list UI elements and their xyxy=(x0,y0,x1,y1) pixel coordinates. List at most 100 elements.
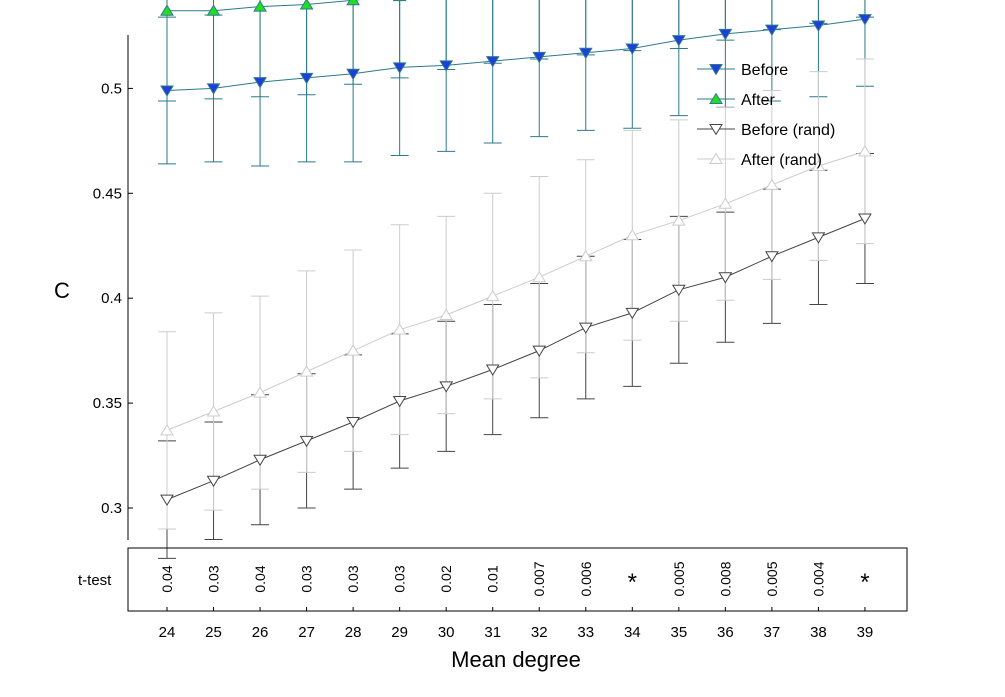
legend-marker xyxy=(709,64,723,76)
data-point xyxy=(346,416,361,429)
ttest-value: 0.008 xyxy=(717,561,733,596)
ttest-value: 0.03 xyxy=(206,565,222,592)
series-line xyxy=(166,150,866,431)
x-axis-title: Mean degree xyxy=(451,647,581,672)
series-3 xyxy=(160,144,872,436)
data-point xyxy=(160,494,174,506)
data-point xyxy=(671,35,686,47)
axes-layer: C 0.30.350.40.450.50.550.60.650.70.75 xyxy=(54,35,133,540)
legend-label: After (rand) xyxy=(741,152,822,169)
x-tick-label: 24 xyxy=(159,624,176,641)
legend-item: Before (rand) xyxy=(697,122,835,139)
legend: Before After Before (rand) After (rand) xyxy=(697,62,835,169)
ttest-value: * xyxy=(628,569,637,596)
x-tick-label: 25 xyxy=(205,624,222,641)
legend-marker xyxy=(709,92,723,104)
data-point xyxy=(718,28,733,41)
data-point xyxy=(485,56,500,68)
data-point xyxy=(625,307,640,320)
data-point xyxy=(765,251,779,263)
data-point xyxy=(532,270,547,283)
data-point xyxy=(346,68,361,81)
x-tick-label: 33 xyxy=(577,624,594,641)
y-tick-label: 0.35 xyxy=(93,395,122,412)
x-tick-label: 28 xyxy=(345,624,362,641)
data-point xyxy=(392,396,407,408)
ttest-value: 0.004 xyxy=(810,561,826,596)
series-line xyxy=(166,218,866,501)
data-point xyxy=(206,475,221,488)
x-tick-label: 32 xyxy=(531,624,548,641)
y-tick-label: 0.4 xyxy=(101,290,122,307)
x-tick-label: 31 xyxy=(484,624,501,641)
data-point xyxy=(346,0,361,6)
data-point xyxy=(858,144,872,157)
data-point xyxy=(299,435,314,448)
ttest-value: 0.005 xyxy=(671,561,687,596)
x-tick-label: 34 xyxy=(624,624,641,641)
data-point xyxy=(858,14,872,26)
data-point xyxy=(439,60,454,72)
data-point xyxy=(299,72,314,85)
data-point xyxy=(671,284,686,297)
data-point xyxy=(811,20,826,32)
legend-label: After xyxy=(741,92,775,109)
data-point xyxy=(392,0,407,2)
errorbars-series-1 xyxy=(158,0,874,102)
errorbar-layer xyxy=(158,0,874,559)
ttest-value: 0.03 xyxy=(345,565,361,592)
data-point xyxy=(299,0,314,10)
series-2 xyxy=(160,213,872,506)
ttest-value: * xyxy=(860,569,869,596)
data-point xyxy=(625,228,640,241)
data-point xyxy=(392,62,407,74)
legend-marker xyxy=(709,152,723,164)
ttest-value: 0.02 xyxy=(438,565,454,592)
data-point xyxy=(253,454,267,467)
data-point xyxy=(160,4,174,16)
data-point xyxy=(206,4,221,16)
data-point xyxy=(346,344,361,356)
ttest-value: 0.03 xyxy=(299,565,315,592)
ttest-value: 0.04 xyxy=(159,565,175,592)
legend-item: After (rand) xyxy=(697,152,822,169)
legend-item: After xyxy=(697,92,775,109)
data-point xyxy=(532,51,547,64)
ttest-value: 0.005 xyxy=(764,561,780,596)
data-point xyxy=(718,197,733,209)
data-point xyxy=(858,213,872,225)
data-point xyxy=(485,364,500,376)
x-tick-label: 35 xyxy=(670,624,687,641)
data-point xyxy=(532,345,547,358)
series-1 xyxy=(160,0,407,16)
x-tick-label: 27 xyxy=(298,624,315,641)
data-point xyxy=(206,405,221,417)
data-point xyxy=(671,214,686,226)
series-layer xyxy=(160,0,872,506)
y-tick-label: 0.3 xyxy=(101,500,122,517)
data-point xyxy=(253,77,267,89)
ttest-value: 0.007 xyxy=(531,561,547,596)
legend-label: Before xyxy=(741,62,788,79)
legend-item: Before xyxy=(697,62,788,79)
data-point xyxy=(765,178,779,190)
data-point xyxy=(578,249,593,262)
x-tick-label: 26 xyxy=(252,624,269,641)
x-tick-label: 37 xyxy=(764,624,781,641)
data-point xyxy=(485,289,500,302)
series-line xyxy=(166,18,866,91)
y-tick-label: 0.5 xyxy=(101,80,122,97)
ttest-label: t-test xyxy=(78,572,112,589)
data-point xyxy=(299,365,314,377)
data-point xyxy=(206,83,221,95)
ttest-value: 0.03 xyxy=(392,565,408,592)
data-point xyxy=(160,424,174,436)
x-tick-label: 39 xyxy=(857,624,874,641)
x-tick-label: 38 xyxy=(810,624,827,641)
data-point xyxy=(811,159,826,172)
x-tick-label: 29 xyxy=(391,624,408,641)
errorbars-series-2 xyxy=(158,152,874,559)
data-point xyxy=(811,232,826,244)
